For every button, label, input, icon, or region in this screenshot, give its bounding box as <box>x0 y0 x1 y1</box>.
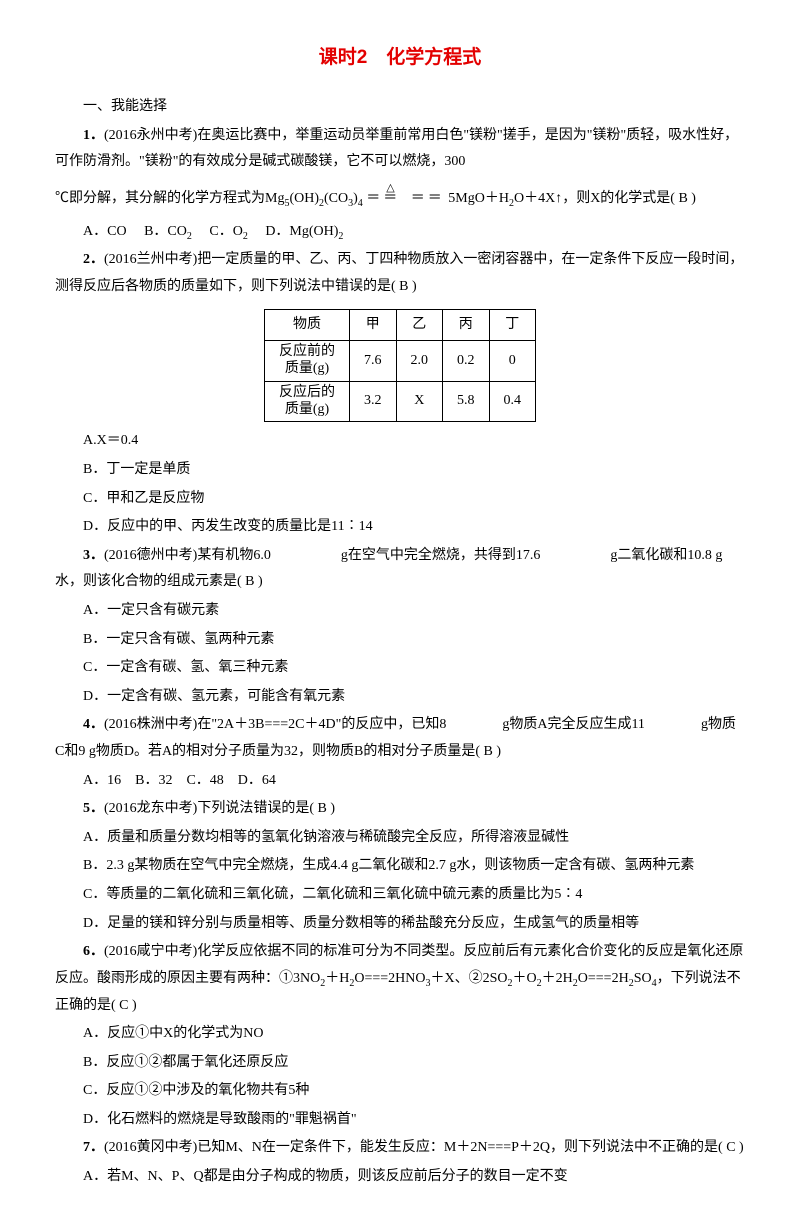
q1-source: (2016永州中考) <box>104 128 197 143</box>
q1-num: 1． <box>83 128 104 143</box>
q5-optC: C．等质量的二氧化硫和三氧化硫，二氧化硫和三氧化硫中硫元素的质量比为5∶4 <box>55 882 745 909</box>
q3-optA: A．一定只含有碳元素 <box>55 598 745 625</box>
q4-options: A．16 B．32 C．48 D．64 <box>55 768 745 795</box>
q3-optD: D．一定含有碳、氢元素，可能含有氧元素 <box>55 684 745 711</box>
table-header-row: 物质 甲 乙 丙 丁 <box>265 309 536 341</box>
q6-optB: B．反应①②都属于氧化还原反应 <box>55 1050 745 1077</box>
question-4: 4．(2016株洲中考)在"2A＋3B===2C＋4D"的反应中，已知8 g物质… <box>55 712 745 765</box>
q2-num: 2． <box>83 252 104 267</box>
q1-options: A．CO B．CO2 C．O2 D．Mg(OH)2 <box>55 219 745 246</box>
q7-optA: A．若M、N、P、Q都是由分子构成的物质，则该反应前后分子的数目一定不变 <box>55 1164 745 1191</box>
table-row: 反应前的质量(g) 7.6 2.0 0.2 0 <box>265 341 536 382</box>
q6-optC: C．反应①②中涉及的氧化物共有5种 <box>55 1078 745 1105</box>
q2-table-container: 物质 甲 乙 丙 丁 反应前的质量(g) 7.6 2.0 0.2 0 反应后的质… <box>55 309 745 423</box>
q2-source: (2016兰州中考) <box>104 252 197 267</box>
section-header: 一、我能选择 <box>55 94 745 121</box>
q2-optC: C．甲和乙是反应物 <box>55 486 745 513</box>
question-5: 5．(2016龙东中考)下列说法错误的是( B ) <box>55 796 745 823</box>
q3-optC: C．一定含有碳、氢、氧三种元素 <box>55 655 745 682</box>
q2-table: 物质 甲 乙 丙 丁 反应前的质量(g) 7.6 2.0 0.2 0 反应后的质… <box>264 309 536 423</box>
q5-optB: B．2.3 g某物质在空气中完全燃烧，生成4.4 g二氧化碳和2.7 g水，则该… <box>55 853 745 880</box>
question-7: 7．(2016黄冈中考)已知M、N在一定条件下，能发生反应：M＋2N===P＋2… <box>55 1135 745 1162</box>
q1-line2: ℃即分解，其分解的化学方程式为Mg5(OH)2(CO3)4 △ ＝＝ ＝＝ 5M… <box>55 186 745 213</box>
question-1: 1．(2016永州中考)在奥运比赛中，举重运动员举重前常用白色"镁粉"搓手，是因… <box>55 123 745 176</box>
q3-optB: B．一定只含有碳、氢两种元素 <box>55 627 745 654</box>
q1-text2: ℃即分解，其分解的化学方程式为Mg <box>55 191 284 206</box>
q2-optB: B．丁一定是单质 <box>55 457 745 484</box>
q5-optA: A．质量和质量分数均相等的氢氧化钠溶液与稀硫酸完全反应，所得溶液显碱性 <box>55 825 745 852</box>
question-3: 3．(2016德州中考)某有机物6.0 g在空气中完全燃烧，共得到17.6 g二… <box>55 543 745 596</box>
q6-optD: D．化石燃料的燃烧是导致酸雨的"罪魁祸首" <box>55 1107 745 1134</box>
page-title: 课时2 化学方程式 <box>55 40 745 76</box>
table-row: 反应后的质量(g) 3.2 X 5.8 0.4 <box>265 381 536 422</box>
q2-optD: D．反应中的甲、丙发生改变的质量比是11∶14 <box>55 514 745 541</box>
q5-optD: D．足量的镁和锌分别与质量相等、质量分数相等的稀盐酸充分反应，生成氢气的质量相等 <box>55 911 745 938</box>
q2-optA: A.X＝0.4 <box>55 428 745 455</box>
question-2: 2．(2016兰州中考)把一定质量的甲、乙、丙、丁四种物质放入一密闭容器中，在一… <box>55 247 745 300</box>
question-6: 6．(2016咸宁中考)化学反应依据不同的标准可分为不同类型。反应前后有元素化合… <box>55 939 745 1019</box>
q6-optA: A．反应①中X的化学式为NO <box>55 1021 745 1048</box>
